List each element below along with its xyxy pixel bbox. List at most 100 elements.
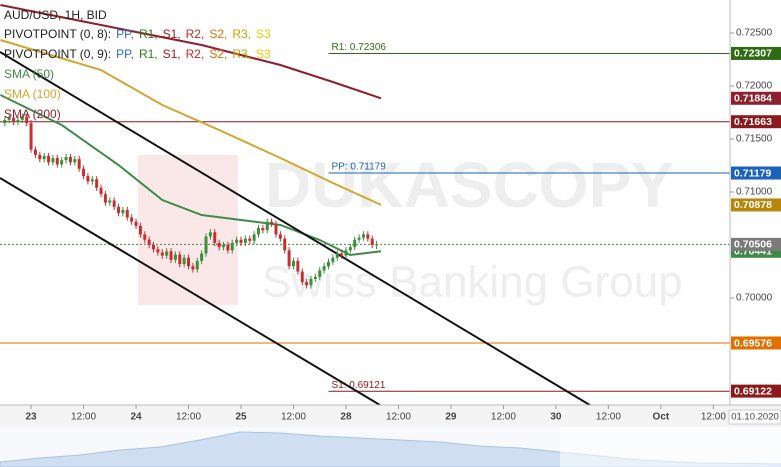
legend-pivot-item[interactable]: S1, [163, 27, 181, 41]
date-box [728, 409, 781, 425]
price-tag-label: 0.70506 [734, 239, 772, 251]
candle-body [322, 266, 326, 271]
candle-body [42, 155, 46, 160]
candle-body [20, 116, 24, 120]
legend-entry[interactable]: SMA (50) [4, 67, 54, 81]
x-tick-label: 12:00 [701, 412, 726, 423]
legend-entry[interactable]: SMA (100) [4, 87, 61, 101]
price-tag [731, 198, 781, 212]
candle-body [38, 154, 42, 160]
watermark-title: DUKASCOPY [265, 149, 674, 221]
candle-body [278, 234, 282, 239]
watermark-logo [138, 155, 238, 305]
candle-body [375, 244, 379, 246]
candle-body [344, 250, 348, 256]
candle-body [204, 236, 208, 254]
trendline [0, 177, 381, 406]
price-tag-label: 0.69576 [734, 337, 772, 349]
candle-body [64, 157, 68, 161]
candle-body [7, 117, 11, 120]
candle-body [287, 250, 291, 267]
legend-pivot-item[interactable]: R3, [232, 27, 251, 41]
legend-pivot-item[interactable]: S3 [256, 27, 271, 41]
candle-body [60, 160, 64, 165]
candle-body [12, 117, 16, 123]
level-label: S1: 0.69121 [331, 380, 385, 391]
candle-body [191, 266, 195, 270]
price-tag [731, 384, 781, 398]
candle-body [165, 251, 169, 256]
candle-body [318, 270, 322, 277]
candle-body [138, 225, 142, 235]
legend-pivot-item[interactable]: S2, [209, 47, 227, 61]
legend-pivot-item[interactable]: S2, [209, 27, 227, 41]
legend-pivot-item[interactable]: R3, [232, 47, 251, 61]
candle-body [147, 239, 151, 246]
plot-area: R1: 0.72306 PP: 0.71179 S1: 0.69121 [0, 4, 730, 406]
price-tag [731, 336, 781, 350]
candle-body [134, 221, 138, 226]
x-tick-label: 28 [340, 412, 352, 423]
legend-pivot-item[interactable]: R1, [139, 47, 158, 61]
level-label: PP: 0.71179 [331, 162, 386, 173]
x-tick-label: 12:00 [71, 412, 96, 423]
navigator-window[interactable] [560, 427, 781, 467]
candle-body [270, 221, 274, 224]
candle-body [335, 253, 339, 258]
candle-body [265, 221, 269, 231]
legend-entry[interactable]: SMA (200) [4, 107, 61, 121]
legend-pivot-item[interactable]: PP, [116, 27, 134, 41]
y-tick-label: 0.72000 [736, 81, 773, 92]
x-tick-label: Oct [653, 412, 670, 423]
candle-body [55, 158, 59, 165]
y-tick-label: 0.71000 [736, 187, 773, 198]
x-tick-label: 29 [445, 412, 457, 423]
candle-body [130, 217, 134, 222]
candle-body [357, 237, 361, 240]
candle-body [370, 238, 374, 246]
candle-body [68, 157, 72, 163]
x-tick-label: 12:00 [491, 412, 516, 423]
candle-body [95, 179, 99, 188]
candle-body [252, 234, 256, 241]
candle-body [187, 257, 191, 267]
candle-body [25, 116, 29, 124]
price-tag [731, 115, 781, 129]
legend-pivot-item[interactable]: R2, [186, 47, 205, 61]
candle-body [283, 238, 287, 251]
candle-body [243, 238, 247, 243]
legend-pivot-item[interactable]: S3 [256, 47, 271, 61]
candle-body [366, 234, 370, 239]
candle-body [152, 245, 156, 250]
candle-body [73, 159, 77, 163]
candle-body [33, 149, 37, 155]
x-tick-label: 12:00 [386, 412, 411, 423]
candle-body [117, 206, 121, 214]
candle-body [51, 158, 55, 163]
candle-body [82, 168, 86, 177]
candle-body [222, 245, 226, 248]
candle-body [173, 254, 177, 260]
candle-body [361, 234, 365, 238]
candle-body [313, 276, 317, 279]
price-tag-label: 0.71179 [734, 167, 772, 179]
candle-body [291, 260, 295, 267]
legend-pivot-item[interactable]: S1, [163, 47, 181, 61]
candle-body [348, 247, 352, 251]
y-tick-label: 0.70000 [736, 293, 773, 304]
legend-pivot-item[interactable]: R2, [186, 27, 205, 41]
candle-body [195, 260, 199, 270]
x-tick-label: 12:00 [281, 412, 306, 423]
candle-body [86, 176, 90, 182]
legend-pivot-item[interactable]: R1, [139, 27, 158, 41]
x-tick-label: 25 [235, 412, 247, 423]
watermark-subtitle: Swiss Banking Group [262, 258, 683, 307]
y-tick-label: 0.72500 [736, 28, 773, 39]
legend-header: AUD/USD, 1H, BID [4, 8, 107, 22]
candle-body [143, 234, 147, 240]
candle-body [213, 232, 217, 243]
price-tag [731, 166, 781, 180]
legend-pivot-item[interactable]: PP, [116, 47, 134, 61]
candle-body [108, 200, 112, 203]
